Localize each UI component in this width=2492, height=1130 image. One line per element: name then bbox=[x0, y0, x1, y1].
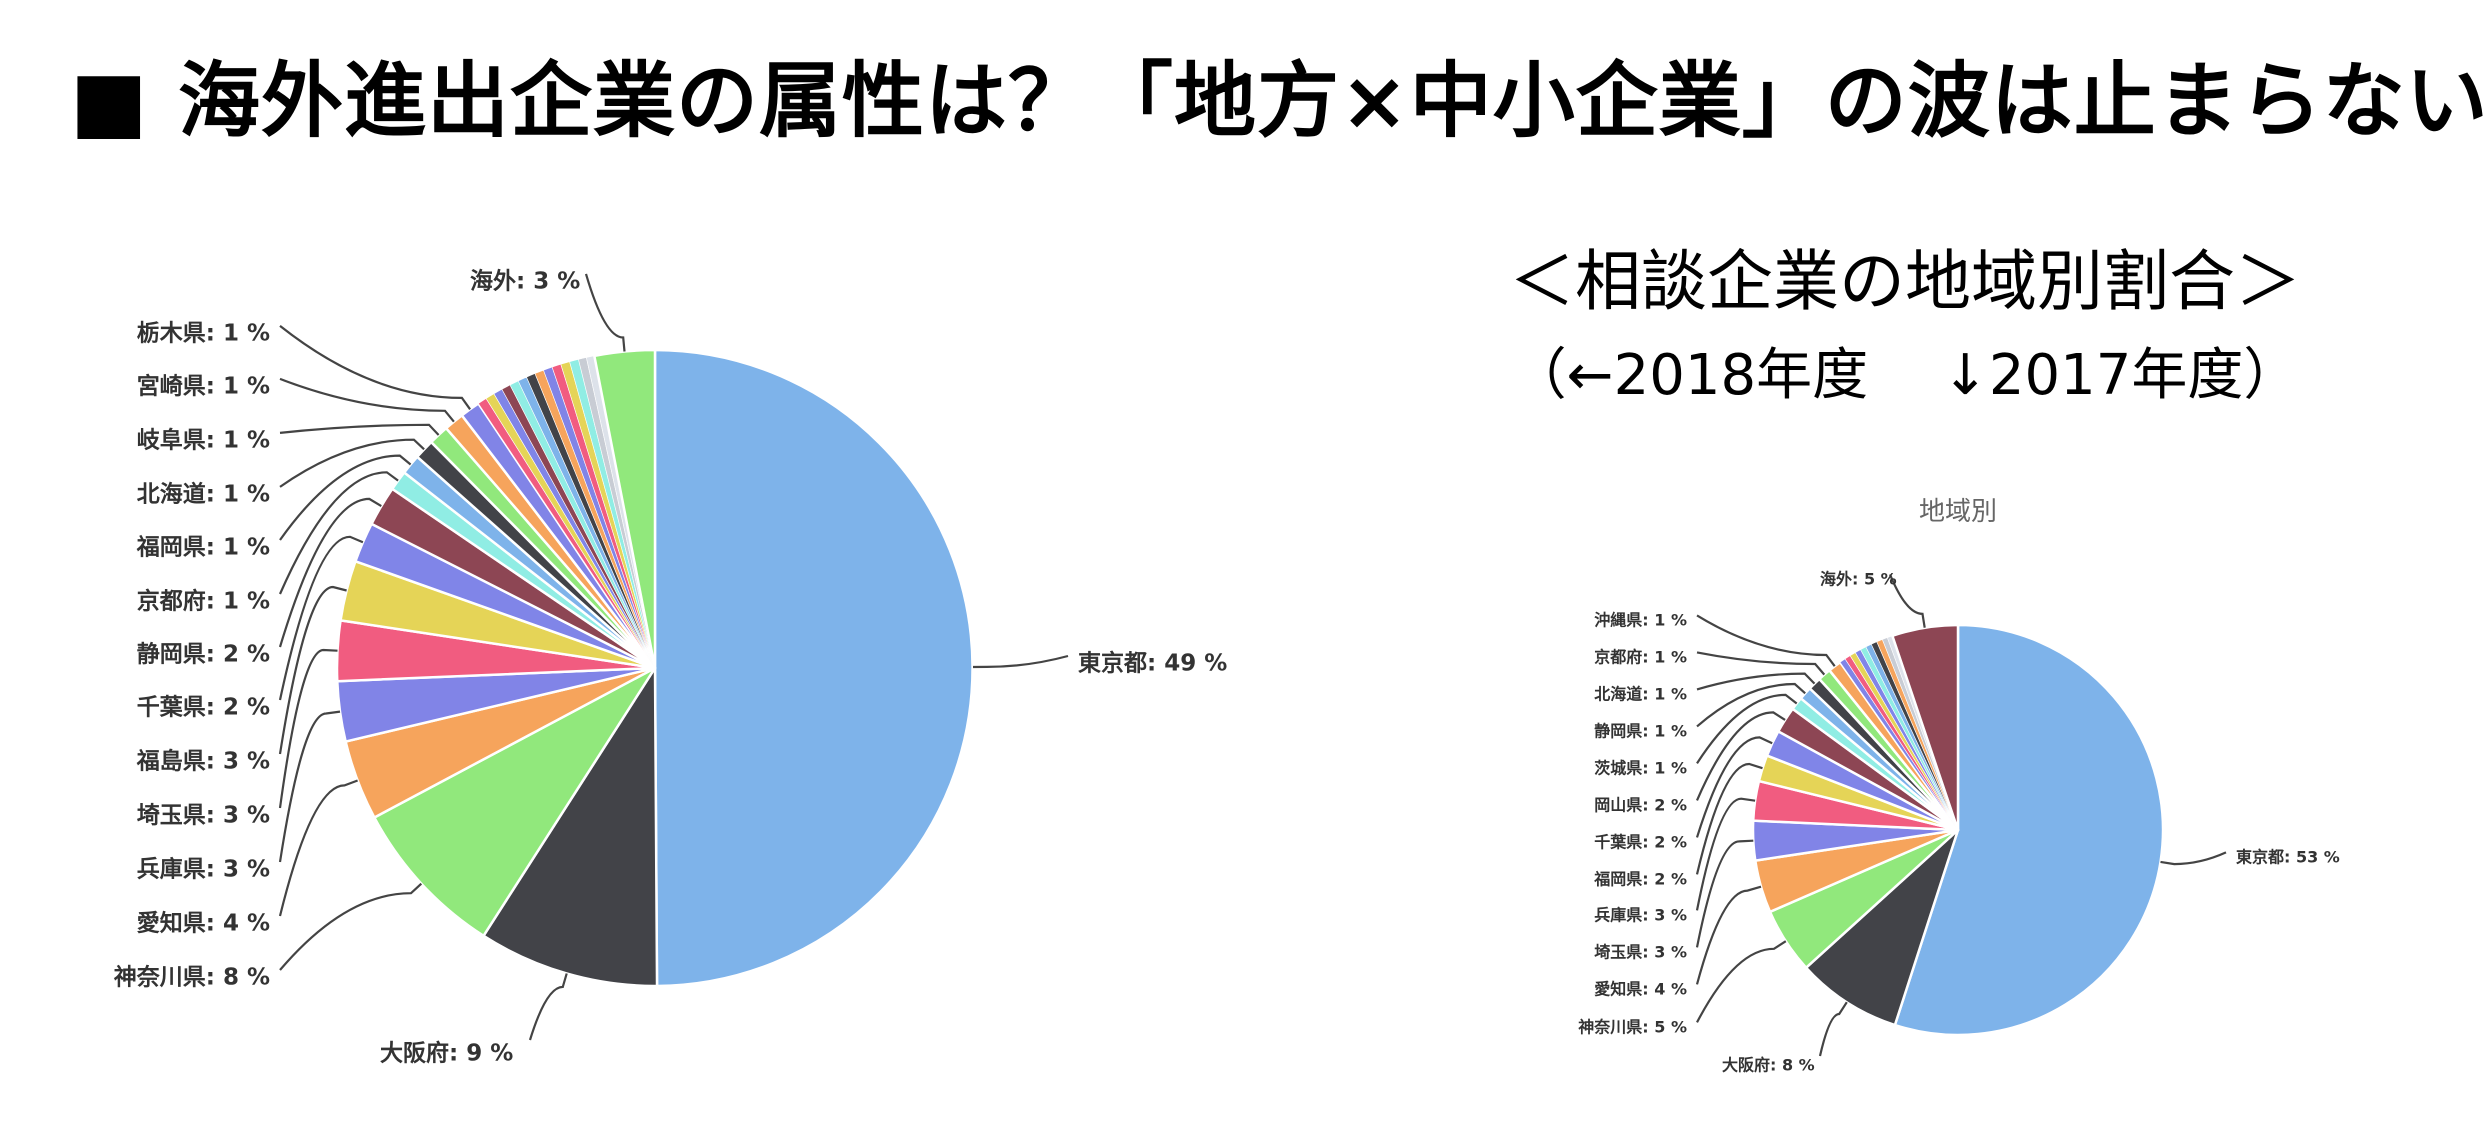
leader-line bbox=[279, 438, 425, 488]
data-label-茨城県: 茨城県: 1 % bbox=[1594, 759, 1687, 778]
pie-slices bbox=[1751, 623, 2165, 1037]
data-label-福岡県: 福岡県: 2 % bbox=[1593, 870, 1687, 889]
leader-line bbox=[1696, 693, 1798, 764]
data-label-神奈川県: 神奈川県: 8 % bbox=[114, 964, 270, 991]
data-label-福島県: 福島県: 3 % bbox=[136, 748, 270, 775]
page-title: ■ 海外進出企業の属性は？「地方×中小企業」の波は止まらない bbox=[70, 54, 2489, 149]
leader-lines bbox=[278, 273, 1069, 1041]
leader-line bbox=[279, 882, 423, 971]
leader-line bbox=[278, 471, 399, 595]
data-label-愛知県: 愛知県: 4 % bbox=[137, 910, 270, 937]
data-label-大阪府: 大阪府: 9 % bbox=[380, 1040, 513, 1067]
leader-line bbox=[1695, 797, 1756, 911]
leader-line bbox=[1696, 940, 1787, 1023]
leader-lines bbox=[1695, 573, 2227, 1057]
pie-slice-海外 bbox=[593, 348, 657, 670]
data-label-埼玉県: 埼玉県: 3 % bbox=[137, 803, 270, 829]
leader-line bbox=[279, 325, 471, 410]
data-label-宮崎県: 宮崎県: 1 % bbox=[137, 373, 270, 400]
data-label-東京都: 東京都: 49 % bbox=[1078, 650, 1227, 677]
leader-line bbox=[1818, 1001, 1848, 1057]
data-labels: 東京都: 53 % 大阪府: 8 % 神奈川県: 5 % 愛知県: 4 % 埼玉県: 3… bbox=[1578, 570, 2340, 1075]
data-label-福岡県: 福岡県: 1 % bbox=[136, 535, 270, 561]
leader-line bbox=[1888, 573, 1926, 628]
data-label-静岡県: 静岡県: 1 % bbox=[1594, 722, 1687, 741]
data-label-海外: 海外: 5 % bbox=[1820, 570, 1897, 589]
leader-line bbox=[1695, 736, 1773, 838]
leader-line bbox=[278, 648, 338, 809]
leader-line bbox=[972, 654, 1069, 669]
section-title: ＜相談企業の地域別割合＞ bbox=[1509, 243, 2301, 320]
leader-line bbox=[1696, 682, 1806, 728]
leader-line bbox=[584, 273, 626, 352]
data-label-京都府: 京都府: 1 % bbox=[137, 588, 270, 615]
data-label-兵庫県: 兵庫県: 3 % bbox=[137, 856, 270, 883]
pie-slice-大阪府 bbox=[1804, 828, 1960, 1027]
data-label-北海道: 北海道: 1 % bbox=[137, 481, 270, 508]
data-label-神奈川県: 神奈川県: 5 % bbox=[1578, 1018, 1687, 1037]
year-note: （←2018年度 ↓2017年度） bbox=[1510, 343, 2300, 408]
pie-slice-大阪府 bbox=[482, 666, 659, 988]
data-label-千葉県: 千葉県: 2 % bbox=[1594, 833, 1687, 852]
data-label-兵庫県: 兵庫県: 3 % bbox=[1594, 906, 1687, 925]
leader-line bbox=[1695, 885, 1762, 985]
pie-slice-神奈川県 bbox=[373, 666, 657, 938]
data-label-北海道: 北海道: 1 % bbox=[1594, 685, 1687, 704]
pie-slice-海外 bbox=[1891, 623, 1960, 832]
leader-line bbox=[1696, 614, 1836, 667]
data-label-千葉県: 千葉県: 2 % bbox=[137, 695, 270, 721]
leader-line bbox=[528, 973, 568, 1041]
data-label-栃木県: 栃木県: 1 % bbox=[137, 321, 270, 347]
leader-line bbox=[1695, 762, 1763, 875]
leader-line bbox=[1696, 672, 1816, 691]
data-label-岐阜県: 岐阜県: 1 % bbox=[137, 427, 270, 454]
data-label-東京都: 東京都: 53 % bbox=[2236, 848, 2340, 867]
leader-line bbox=[1695, 711, 1786, 801]
pie-slices bbox=[335, 348, 974, 988]
leader-line bbox=[1696, 651, 1826, 676]
leader-line bbox=[1695, 839, 1754, 948]
pie-chart-2018: 東京都: 49 % 大阪府: 9 % 神奈川県: 8 % 愛知県: 4 % 兵庫県: 3… bbox=[114, 268, 1228, 1067]
data-label-海外: 海外: 3 % bbox=[470, 268, 580, 295]
pie-chart-2017: 地域別 東京都: 53 % 大阪府: 8 % 神奈川県: 5 % 愛知県: 4 % 埼玉… bbox=[1578, 497, 2340, 1075]
data-labels: 東京都: 49 % 大阪府: 9 % 神奈川県: 8 % 愛知県: 4 % 兵庫県: 3… bbox=[114, 268, 1228, 1067]
data-label-大阪府: 大阪府: 8 % bbox=[1722, 1056, 1815, 1075]
leader-line bbox=[278, 585, 347, 755]
data-label-岡山県: 岡山県: 2 % bbox=[1594, 796, 1687, 815]
pie-slice-東京都 bbox=[653, 348, 974, 988]
data-label-沖縄県: 沖縄県: 1 % bbox=[1594, 611, 1687, 630]
leader-line bbox=[278, 779, 358, 917]
leader-line bbox=[279, 423, 440, 436]
leader-line bbox=[279, 454, 412, 541]
leader-line bbox=[278, 710, 341, 863]
leader-line bbox=[2160, 851, 2227, 866]
leader-line bbox=[278, 535, 364, 701]
data-label-埼玉県: 埼玉県: 3 % bbox=[1594, 943, 1687, 962]
leader-line bbox=[279, 377, 455, 423]
chart-title-2017: 地域別 bbox=[1919, 497, 1997, 527]
data-label-京都府: 京都府: 1 % bbox=[1594, 648, 1687, 667]
leader-line bbox=[278, 497, 382, 648]
data-label-愛知県: 愛知県: 4 % bbox=[1594, 980, 1687, 999]
data-label-静岡県: 静岡県: 2 % bbox=[137, 641, 270, 668]
